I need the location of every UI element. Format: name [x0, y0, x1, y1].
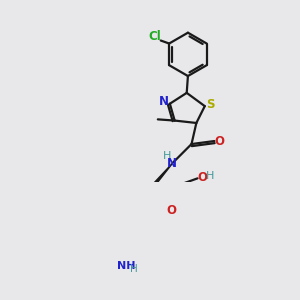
- Text: N: N: [167, 157, 177, 170]
- Text: H: H: [163, 151, 172, 161]
- Polygon shape: [154, 162, 173, 184]
- Text: O: O: [197, 171, 207, 184]
- Text: H: H: [130, 264, 138, 274]
- Text: N: N: [159, 95, 169, 108]
- Text: NH: NH: [117, 261, 136, 271]
- Text: H: H: [206, 171, 214, 181]
- Text: O: O: [166, 204, 176, 218]
- Text: O: O: [214, 134, 224, 148]
- Text: S: S: [206, 98, 215, 111]
- Text: Cl: Cl: [148, 30, 161, 43]
